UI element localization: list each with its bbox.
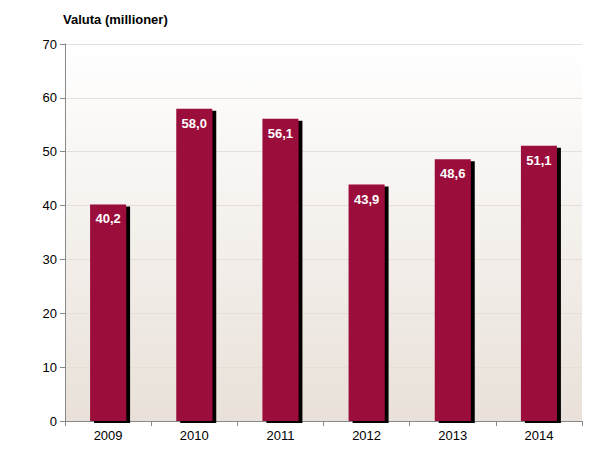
svg-text:50: 50 <box>43 144 57 159</box>
svg-text:43,9: 43,9 <box>354 192 379 207</box>
svg-text:58,0: 58,0 <box>182 116 207 131</box>
svg-text:2011: 2011 <box>266 428 294 443</box>
svg-text:2010: 2010 <box>180 428 209 443</box>
svg-text:2013: 2013 <box>438 428 467 443</box>
svg-text:0: 0 <box>50 414 57 429</box>
svg-text:40,2: 40,2 <box>95 211 120 226</box>
svg-text:56,1: 56,1 <box>268 126 293 141</box>
svg-text:60: 60 <box>43 90 57 105</box>
svg-text:70: 70 <box>43 37 57 52</box>
svg-text:10: 10 <box>43 360 57 375</box>
svg-text:20: 20 <box>43 306 57 321</box>
svg-text:Valuta (millioner): Valuta (millioner) <box>63 12 168 27</box>
svg-text:2014: 2014 <box>524 428 553 443</box>
svg-text:51,1: 51,1 <box>526 153 551 168</box>
svg-text:40: 40 <box>43 198 57 213</box>
svg-text:2009: 2009 <box>94 428 123 443</box>
svg-text:2012: 2012 <box>352 428 381 443</box>
svg-text:48,6: 48,6 <box>440 166 465 181</box>
svg-text:30: 30 <box>43 252 57 267</box>
